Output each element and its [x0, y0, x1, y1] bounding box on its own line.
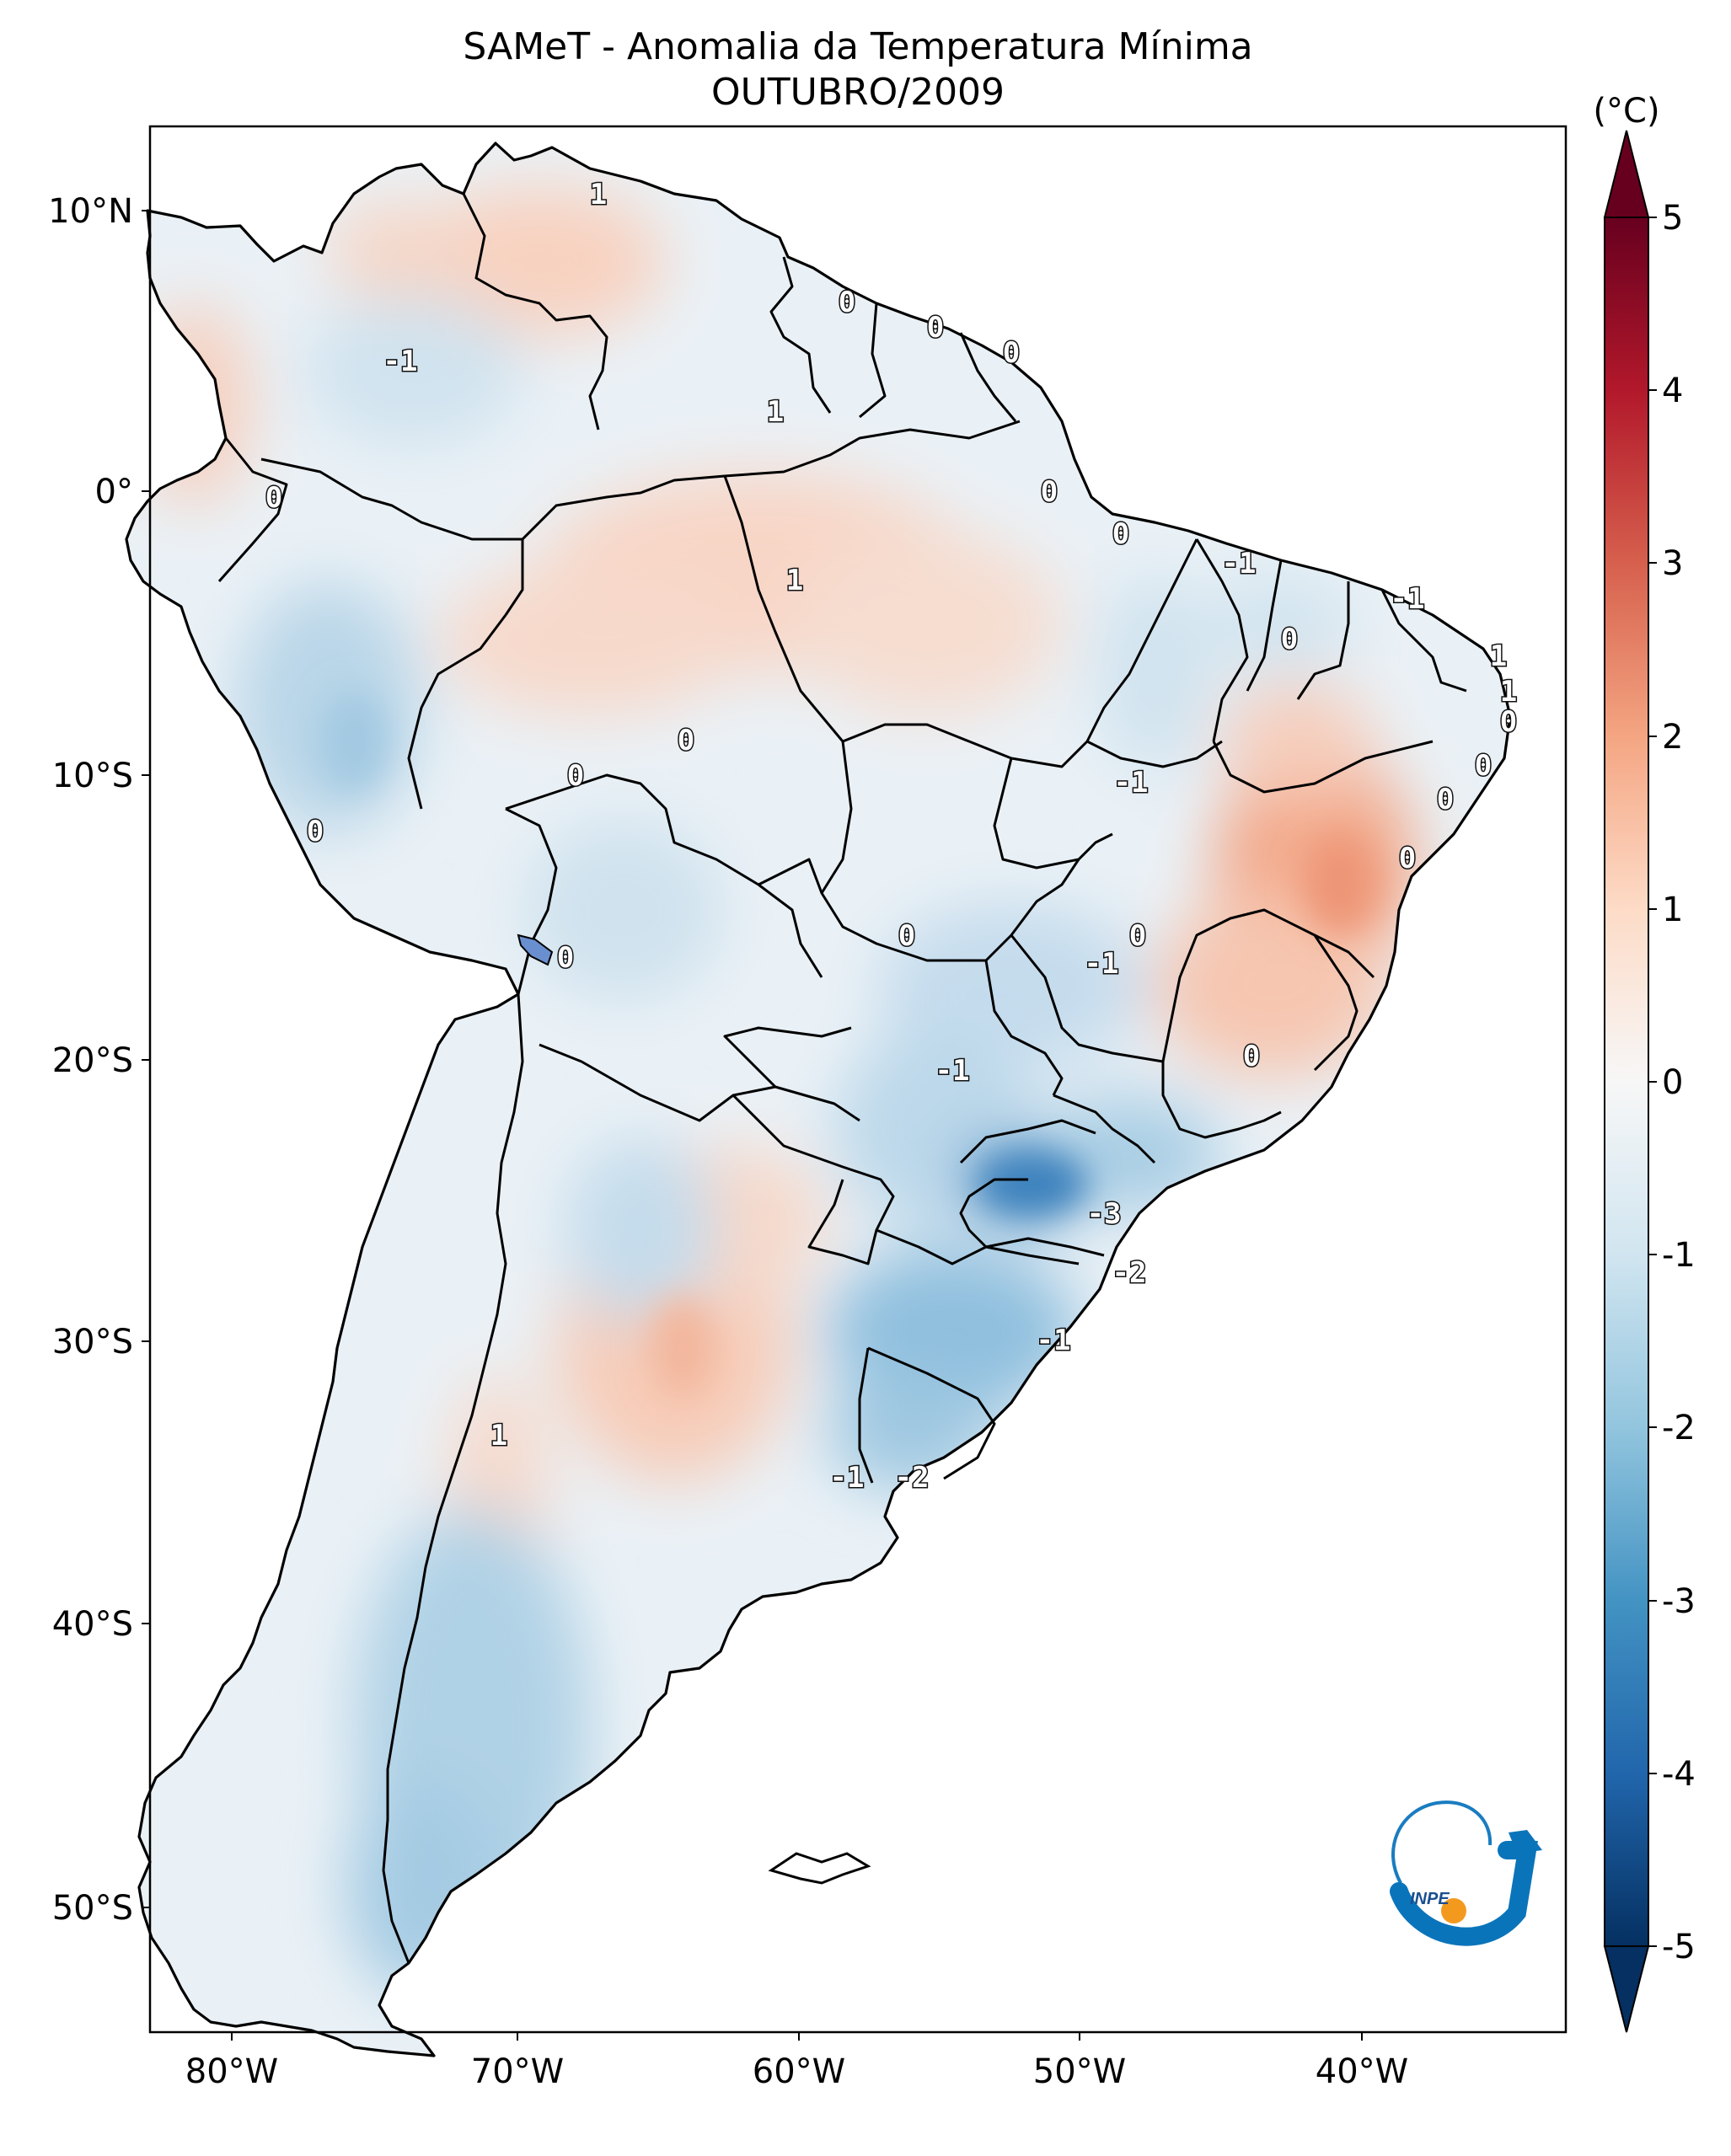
contour-label: 0	[557, 941, 574, 975]
contour-label: 0	[898, 919, 915, 953]
contour-label: 0	[678, 724, 694, 757]
contour-label: 0	[265, 481, 282, 515]
contour-label: -2	[1112, 1256, 1147, 1290]
title-line1: SAMeT - Anomalia da Temperatura Mínima	[463, 25, 1252, 68]
contour-label: 0	[567, 759, 584, 793]
contour-label: 1	[786, 564, 803, 597]
colorbar-tick-label: 5	[1662, 199, 1683, 238]
logo-arrow-head	[1509, 1830, 1542, 1854]
colorbar-tick-label: -1	[1662, 1236, 1696, 1275]
colorbar-gradient	[1604, 217, 1649, 1947]
y-tick-label: 10°N	[48, 192, 133, 231]
y-tick-label: 0°	[95, 473, 133, 511]
contour-label: 1	[490, 1419, 507, 1452]
contour-label: -1	[935, 1054, 970, 1088]
contour-label: -1	[1085, 947, 1119, 981]
contour-label: -1	[383, 345, 418, 378]
contour-labels: 1 0 0 0 -1 1 0 0 1 0 -1 -1 1 1 0 0 0 0 0…	[264, 177, 1518, 1496]
contour-label: 0	[1399, 842, 1416, 875]
political-borders	[217, 193, 1467, 1964]
x-tick-label: 80°W	[185, 2052, 278, 2091]
title-line2: OUTUBRO/2009	[711, 71, 1005, 114]
contour-label: 0	[1243, 1040, 1260, 1073]
contour-label: -1	[1391, 582, 1425, 616]
contour-label: 1	[767, 395, 784, 429]
contour-label: 0	[1112, 517, 1129, 551]
contour-label: -1	[1114, 766, 1149, 800]
colorbar-tick-label: 0	[1662, 1063, 1683, 1102]
logo-swoosh	[1390, 1841, 1538, 1946]
contour-label: 0	[1041, 475, 1058, 509]
contour-label: -1	[830, 1461, 865, 1495]
contour-label: 0	[839, 286, 855, 319]
colorbar-tick-label: 2	[1662, 718, 1683, 757]
y-tick-label: 10°S	[52, 757, 133, 795]
colorbar: (°C) 5 4 3 2 1 0 -1 -2 -3 -4 -5	[1593, 92, 1696, 2033]
y-tick-label: 50°S	[52, 1889, 133, 1928]
contour-label: -1	[1037, 1324, 1071, 1357]
colorbar-unit-label: (°C)	[1593, 92, 1659, 131]
y-axis: 10°N 0° 10°S 20°S 30°S 40°S 50°S	[48, 192, 150, 1928]
logo-sun	[1441, 1898, 1466, 1923]
colorbar-tick-label: -5	[1662, 1928, 1696, 1966]
contour-label: 0	[1475, 749, 1492, 783]
colorbar-bottom-arrow	[1603, 1945, 1650, 2033]
contour-label: -2	[895, 1461, 930, 1495]
contour-label: 0	[1437, 783, 1454, 816]
contour-label: 1	[1490, 639, 1507, 673]
falkland-islands	[768, 1852, 871, 1885]
x-tick-label: 70°W	[471, 2052, 564, 2091]
logo-orbit-arc	[1391, 1800, 1493, 1884]
x-tick-label: 50°W	[1033, 2052, 1126, 2091]
colorbar-tick-label: -3	[1662, 1582, 1696, 1621]
contour-label: 0	[927, 311, 944, 345]
contour-label: 0	[1129, 919, 1146, 953]
x-tick-label: 40°W	[1316, 2052, 1408, 2091]
colorbar-ticks: 5 4 3 2 1 0 -1 -2 -3 -4 -5	[1648, 199, 1696, 1966]
contour-label: 0	[307, 815, 324, 848]
colorbar-top-arrow	[1603, 130, 1650, 218]
colorbar-tick-label: -4	[1662, 1755, 1696, 1794]
x-tick-label: 60°W	[753, 2052, 845, 2091]
x-axis: 80°W 70°W 60°W 50°W 40°W	[185, 2032, 1408, 2091]
logo-text: INPE	[1410, 1890, 1450, 1908]
colorbar-tick-label: 1	[1662, 891, 1683, 929]
y-tick-label: 30°S	[52, 1323, 133, 1362]
y-tick-label: 40°S	[52, 1605, 133, 1644]
contour-label: 0	[1500, 705, 1517, 739]
colorbar-tick-label: 4	[1662, 372, 1683, 410]
lake-titicaca	[517, 934, 554, 966]
colorbar-tick-label: 3	[1662, 544, 1683, 583]
inpe-logo: INPE	[1390, 1800, 1542, 1946]
contour-label: -3	[1087, 1197, 1122, 1231]
contour-label: -1	[1222, 547, 1257, 580]
contour-label: 0	[1003, 336, 1020, 370]
contour-label: 1	[1500, 675, 1517, 709]
contour-label: 1	[590, 178, 607, 211]
plot-frame	[148, 125, 1568, 2034]
y-tick-label: 20°S	[52, 1041, 133, 1080]
contour-label: 0	[1281, 623, 1298, 656]
colorbar-tick-label: -2	[1662, 1409, 1696, 1447]
